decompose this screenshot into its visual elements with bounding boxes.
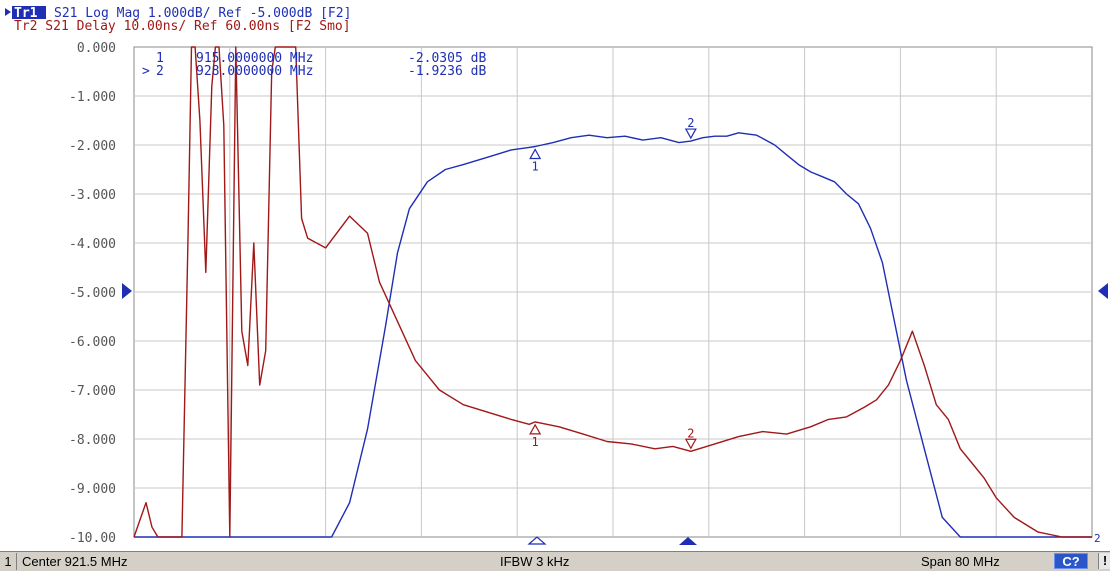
- trace-header: Tr1 S21 Log Mag 1.000dB/ Ref -5.000dB [F…: [5, 6, 351, 34]
- markers: 1 1 2 2: [529, 116, 697, 450]
- marker-2-value: -1.9236 dB: [408, 64, 486, 79]
- marker-1-trace-2-label: 1: [532, 435, 539, 449]
- y-tick-labels: 0.000 -1.000 -2.000 -3.000 -4.000 -5.000 -6.00…: [69, 41, 116, 546]
- y-tick-label: -9.000: [69, 482, 116, 497]
- traces: [133, 46, 1092, 538]
- span-frequency[interactable]: Span 80 MHz: [921, 554, 1000, 569]
- marker-2-freq: 928.0000000 MHz: [196, 64, 313, 79]
- y-tick-label: -6.000: [69, 335, 116, 350]
- ref-level-left-arrow-icon[interactable]: [122, 283, 132, 299]
- calibration-status-button[interactable]: C?: [1054, 553, 1088, 569]
- marker-1-trace-1-icon[interactable]: [529, 148, 542, 160]
- marker-1-value: -2.0305 dB: [408, 51, 486, 66]
- ref-level-right-arrow-icon[interactable]: [1098, 283, 1108, 299]
- active-trace-arrow-icon: [5, 8, 11, 16]
- marker-2-trace-2-label: 2: [687, 426, 694, 440]
- marker-1-freq: 915.0000000 MHz: [196, 51, 313, 66]
- marker-2-trace-2-icon[interactable]: [684, 438, 697, 450]
- marker-table: 1 915.0000000 MHz -2.0305 dB > 2 928.000…: [142, 51, 486, 79]
- trace-1-line: [134, 132, 1092, 538]
- marker-1-stimulus-triangle-icon[interactable]: [527, 536, 547, 545]
- marker-1-trace-2-icon[interactable]: [529, 423, 542, 435]
- if-bandwidth[interactable]: IFBW 3 kHz: [500, 554, 570, 569]
- y-tick-label: -5.000: [69, 286, 116, 301]
- marker-2-stimulus-triangle-icon[interactable]: [679, 537, 697, 545]
- tr1-label[interactable]: S21 Log Mag 1.000dB/ Ref -5.000dB [F2]: [54, 6, 351, 21]
- marker-1-trace-1-label: 1: [532, 159, 539, 173]
- trace-2-line: [133, 46, 1092, 538]
- y-tick-label: 0.000: [77, 41, 116, 56]
- y-tick-label: -2.000: [69, 139, 116, 154]
- y-tick-label: -4.000: [69, 237, 116, 252]
- marker-2-trace-1-label: 2: [687, 116, 694, 130]
- tr1-badge-box[interactable]: [12, 6, 46, 19]
- channel-number[interactable]: 1: [0, 553, 17, 570]
- y-tick-label: -8.000: [69, 433, 116, 448]
- y-tick-label: -3.000: [69, 188, 116, 203]
- y-tick-label: -7.000: [69, 384, 116, 399]
- y-tick-label: -10.00: [69, 531, 116, 546]
- marker-2-prefix: >: [142, 64, 150, 79]
- end-marker-icon: 2: [1094, 532, 1101, 545]
- center-frequency[interactable]: Center 921.5 MHz: [22, 554, 128, 569]
- marker-2-id: 2: [156, 64, 164, 79]
- marker-2-trace-1-icon[interactable]: [684, 128, 697, 140]
- tr1-badge[interactable]: Tr1: [14, 6, 38, 21]
- warning-indicator[interactable]: !: [1098, 553, 1110, 569]
- tr2-label[interactable]: Tr2 S21 Delay 10.00ns/ Ref 60.00ns [F2 S…: [14, 19, 351, 34]
- status-bar: 1 Center 921.5 MHz IFBW 3 kHz Span 80 MH…: [0, 551, 1110, 571]
- marker-1-id: 1: [156, 51, 164, 66]
- grid: [133, 46, 1093, 538]
- y-tick-label: -1.000: [69, 90, 116, 105]
